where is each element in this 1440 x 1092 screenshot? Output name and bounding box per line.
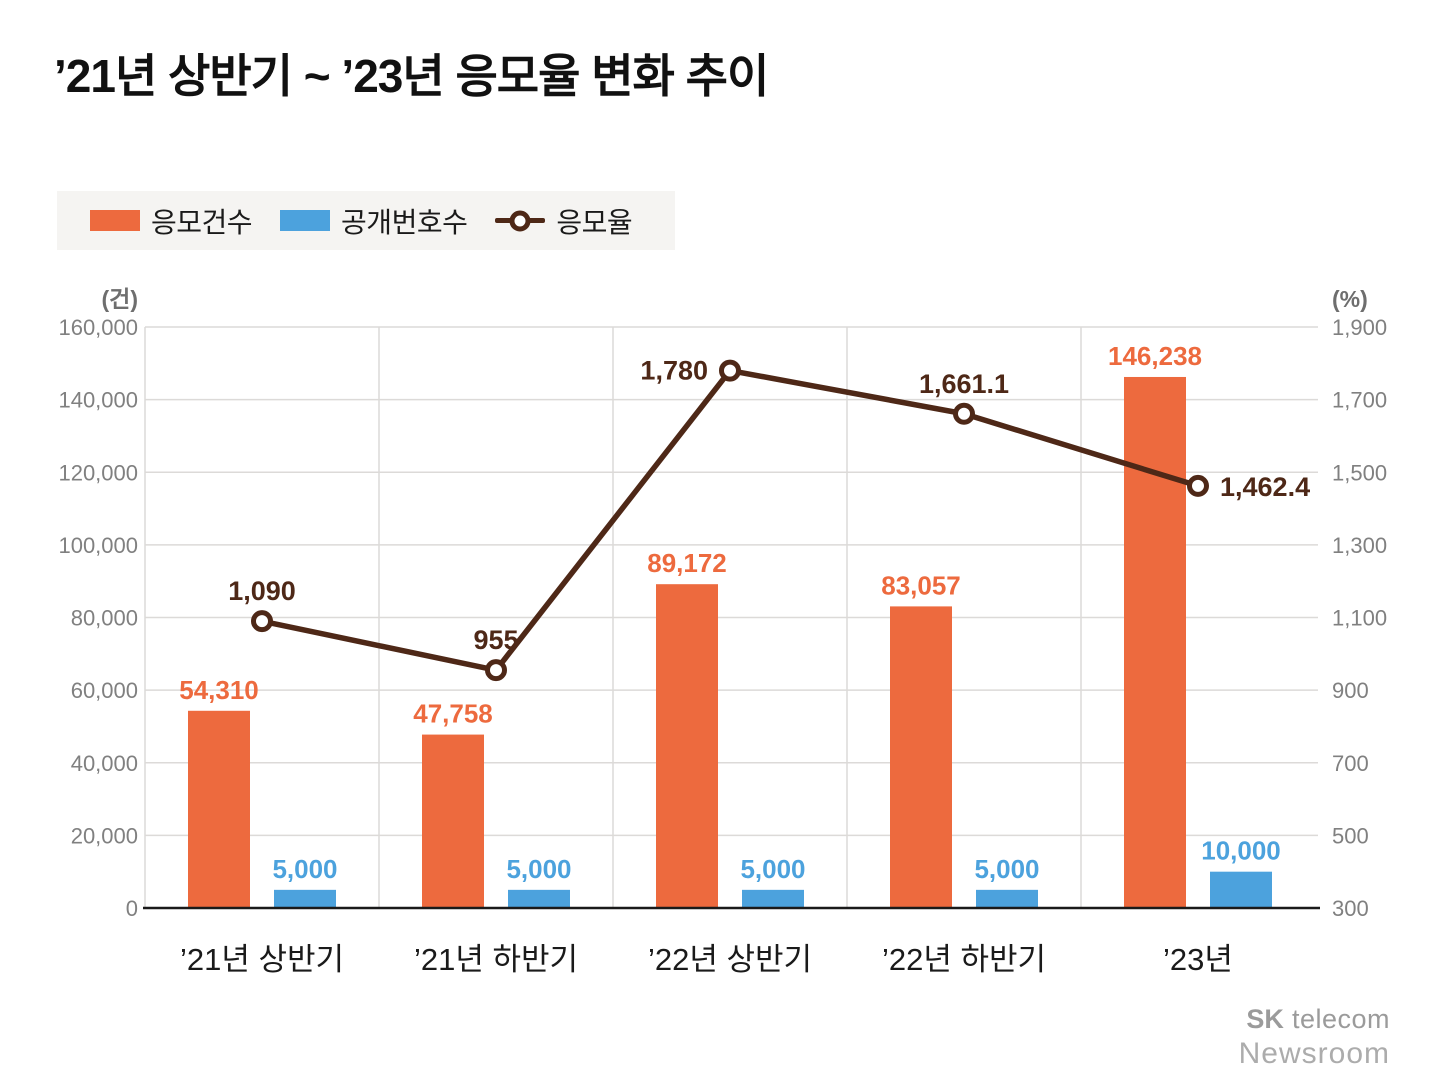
rate-value-label: 1,090 [228,576,296,606]
right-axis-tick: 900 [1332,678,1369,703]
newsroom-logo-text: Newsroom [1238,1036,1390,1070]
rate-marker [1187,474,1209,497]
right-axis-tick: 1,300 [1332,533,1387,558]
rate-value-label: 1,780 [640,356,708,386]
category-label: ’22년 상반기 [648,942,812,977]
left-axis-tick: 0 [126,896,138,921]
applications-bar [188,710,250,908]
open-numbers-value-label: 5,000 [740,854,805,884]
category-label: ’21년 하반기 [414,942,578,977]
rate-marker [719,359,741,382]
right-axis-tick: 500 [1332,823,1369,848]
left-axis-tick: 120,000 [58,460,138,485]
right-axis-tick: 700 [1332,751,1369,776]
applications-bar [422,734,484,908]
applications-bar-swatch [90,210,140,231]
left-axis-tick: 160,000 [58,315,138,340]
rate-marker [251,610,273,633]
legend-label: 공개번호수 [341,206,468,238]
left-axis-unit: (건) [102,286,138,312]
rate-value-label: 955 [473,625,518,655]
rate-marker [953,402,975,425]
sk-logo-text: SK [1246,1004,1284,1034]
chart-title: ’21년 상반기 ~ ’23년 응모율 변화 추이 [54,50,769,102]
open-numbers-value-label: 5,000 [272,854,337,884]
category-label: ’23년 [1163,942,1233,977]
brand-line: SK telecom [1239,1004,1390,1036]
legend-label: 응모건수 [151,206,253,238]
legend-item-open-numbers: 공개번호수 [280,201,468,241]
rate-marker [485,659,507,682]
applications-value-label: 47,758 [413,699,493,729]
left-axis-tick: 40,000 [71,751,138,776]
right-axis-unit: (%) [1332,286,1368,312]
applications-bar [890,606,952,908]
right-axis-tick: 1,700 [1332,388,1387,413]
category-label: ’22년 하반기 [882,942,1046,977]
applications-bar [656,584,718,908]
open-numbers-bar [742,889,804,908]
applications-bar [1124,376,1186,908]
sk-telecom-newsroom-logo: SK telecom Newsroom [1239,1004,1390,1071]
open-numbers-bar [274,889,336,908]
applications-value-label: 146,238 [1108,341,1202,371]
open-numbers-bar [508,889,570,908]
open-numbers-value-label: 5,000 [974,854,1039,884]
legend: 응모건수 공개번호수 응모율 [57,191,675,250]
telecom-logo-text: telecom [1291,1004,1390,1034]
applications-value-label: 54,310 [179,675,259,705]
right-axis-tick: 1,500 [1332,460,1387,485]
open-numbers-bar [976,889,1038,908]
left-axis-tick: 20,000 [71,823,138,848]
left-axis-tick: 80,000 [71,606,138,631]
legend-item-rate: 응모율 [495,201,633,241]
open-numbers-value-label: 10,000 [1201,836,1281,866]
open-numbers-bar [1210,871,1272,908]
open-numbers-value-label: 5,000 [506,854,571,884]
right-axis-tick: 1,900 [1332,315,1387,340]
category-label: ’21년 상반기 [180,942,344,977]
rate-value-label: 1,661.1 [919,369,1009,399]
applications-value-label: 83,057 [881,570,961,600]
open-numbers-bar-swatch [280,210,331,231]
left-axis-tick: 140,000 [58,388,138,413]
left-axis-tick: 60,000 [71,678,138,703]
legend-item-applications: 응모건수 [90,201,253,241]
rate-line-swatch [495,210,546,231]
right-axis-tick: 300 [1332,896,1369,921]
rate-line [259,367,1201,673]
rate-value-label: 1,462.4 [1220,472,1310,502]
rate-marker-icon [509,210,531,231]
applications-value-label: 89,172 [647,548,727,578]
right-axis-tick: 1,100 [1332,606,1387,631]
legend-label: 응모율 [556,206,633,238]
left-axis-tick: 100,000 [58,533,138,558]
